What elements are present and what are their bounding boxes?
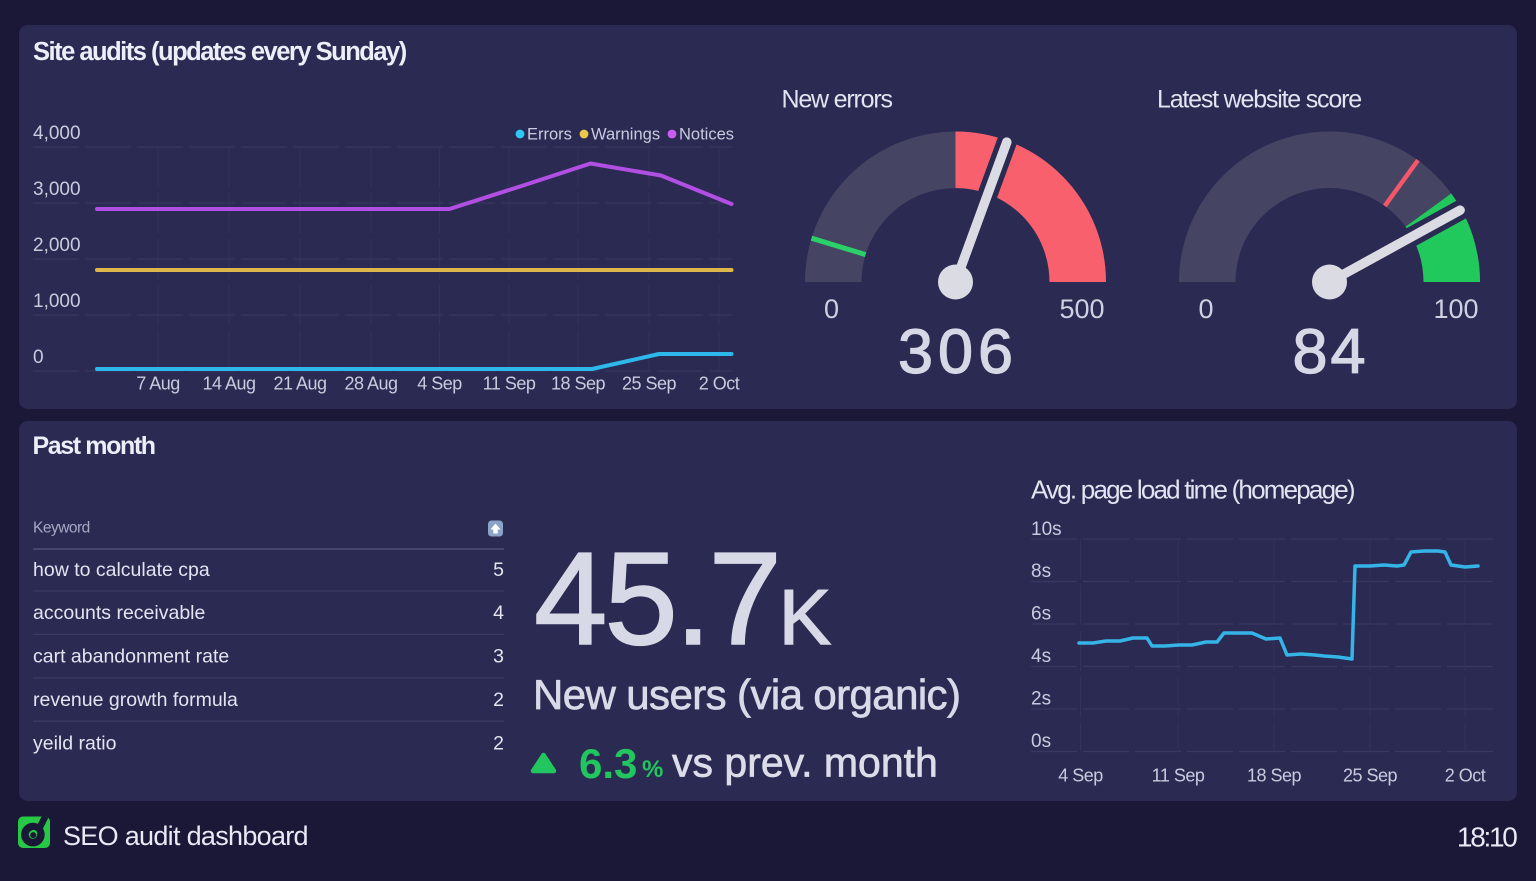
svg-text:28 Aug: 28 Aug bbox=[344, 374, 397, 394]
svg-text:10s: 10s bbox=[1031, 519, 1062, 540]
svg-text:vs prev. month: vs prev. month bbox=[672, 740, 938, 786]
svg-text:2,000: 2,000 bbox=[33, 235, 81, 256]
svg-text:18:10: 18:10 bbox=[1457, 822, 1517, 853]
svg-text:Past month: Past month bbox=[33, 432, 155, 460]
svg-text:6.3: 6.3 bbox=[579, 740, 637, 787]
svg-text:4,000: 4,000 bbox=[33, 123, 81, 144]
svg-text:Latest website score: Latest website score bbox=[1157, 86, 1361, 114]
svg-text:revenue growth formula: revenue growth formula bbox=[33, 689, 238, 711]
svg-text:yeild ratio: yeild ratio bbox=[33, 732, 117, 754]
svg-text:4: 4 bbox=[493, 602, 504, 624]
svg-text:11 Sep: 11 Sep bbox=[483, 374, 536, 394]
svg-text:45.7K: 45.7K bbox=[534, 525, 831, 672]
svg-text:1,000: 1,000 bbox=[33, 291, 81, 312]
svg-text:18 Sep: 18 Sep bbox=[1247, 766, 1302, 786]
svg-text:306: 306 bbox=[898, 317, 1018, 387]
svg-text:Warnings: Warnings bbox=[591, 126, 660, 144]
svg-text:5: 5 bbox=[493, 559, 504, 581]
svg-text:500: 500 bbox=[1059, 294, 1104, 324]
svg-text:25 Sep: 25 Sep bbox=[622, 374, 677, 394]
svg-text:0s: 0s bbox=[1031, 731, 1051, 752]
svg-text:0: 0 bbox=[824, 294, 839, 324]
svg-text:Keyword: Keyword bbox=[33, 520, 90, 537]
svg-text:14 Aug: 14 Aug bbox=[202, 374, 255, 394]
svg-text:84: 84 bbox=[1292, 317, 1368, 387]
svg-text:how to calculate cpa: how to calculate cpa bbox=[33, 559, 210, 581]
svg-text:accounts receivable: accounts receivable bbox=[33, 602, 205, 624]
svg-text:4s: 4s bbox=[1031, 646, 1051, 667]
svg-text:Site audits (updates every Sun: Site audits (updates every Sunday) bbox=[33, 38, 407, 66]
svg-text:4 Sep: 4 Sep bbox=[1058, 766, 1103, 786]
svg-text:0: 0 bbox=[33, 347, 44, 368]
svg-text:Notices: Notices bbox=[679, 126, 734, 144]
svg-text:cart abandonment rate: cart abandonment rate bbox=[33, 646, 229, 668]
svg-text:2: 2 bbox=[493, 732, 504, 754]
svg-text:2: 2 bbox=[493, 689, 504, 711]
svg-text:3,000: 3,000 bbox=[33, 179, 81, 200]
svg-text:4 Sep: 4 Sep bbox=[417, 374, 462, 394]
svg-text:New users (via organic): New users (via organic) bbox=[533, 671, 960, 718]
svg-text:2 Oct: 2 Oct bbox=[1445, 766, 1486, 786]
svg-text:11 Sep: 11 Sep bbox=[1152, 766, 1205, 786]
svg-text:SEO audit dashboard: SEO audit dashboard bbox=[63, 821, 308, 851]
svg-text:Avg. page load time (homepage): Avg. page load time (homepage) bbox=[1031, 475, 1355, 505]
svg-text:2 Oct: 2 Oct bbox=[699, 374, 740, 394]
svg-text:New errors: New errors bbox=[782, 86, 893, 114]
svg-text:Errors: Errors bbox=[527, 126, 572, 144]
svg-text:25 Sep: 25 Sep bbox=[1343, 766, 1398, 786]
svg-text:0: 0 bbox=[1198, 294, 1213, 324]
svg-text:%: % bbox=[642, 756, 663, 783]
svg-text:100: 100 bbox=[1433, 294, 1478, 324]
svg-text:21 Aug: 21 Aug bbox=[273, 374, 326, 394]
svg-text:18 Sep: 18 Sep bbox=[551, 374, 606, 394]
svg-text:6s: 6s bbox=[1031, 604, 1051, 625]
svg-text:8s: 8s bbox=[1031, 561, 1051, 582]
svg-text:3: 3 bbox=[493, 646, 504, 668]
svg-text:7 Aug: 7 Aug bbox=[136, 374, 180, 394]
svg-text:2s: 2s bbox=[1031, 689, 1051, 710]
